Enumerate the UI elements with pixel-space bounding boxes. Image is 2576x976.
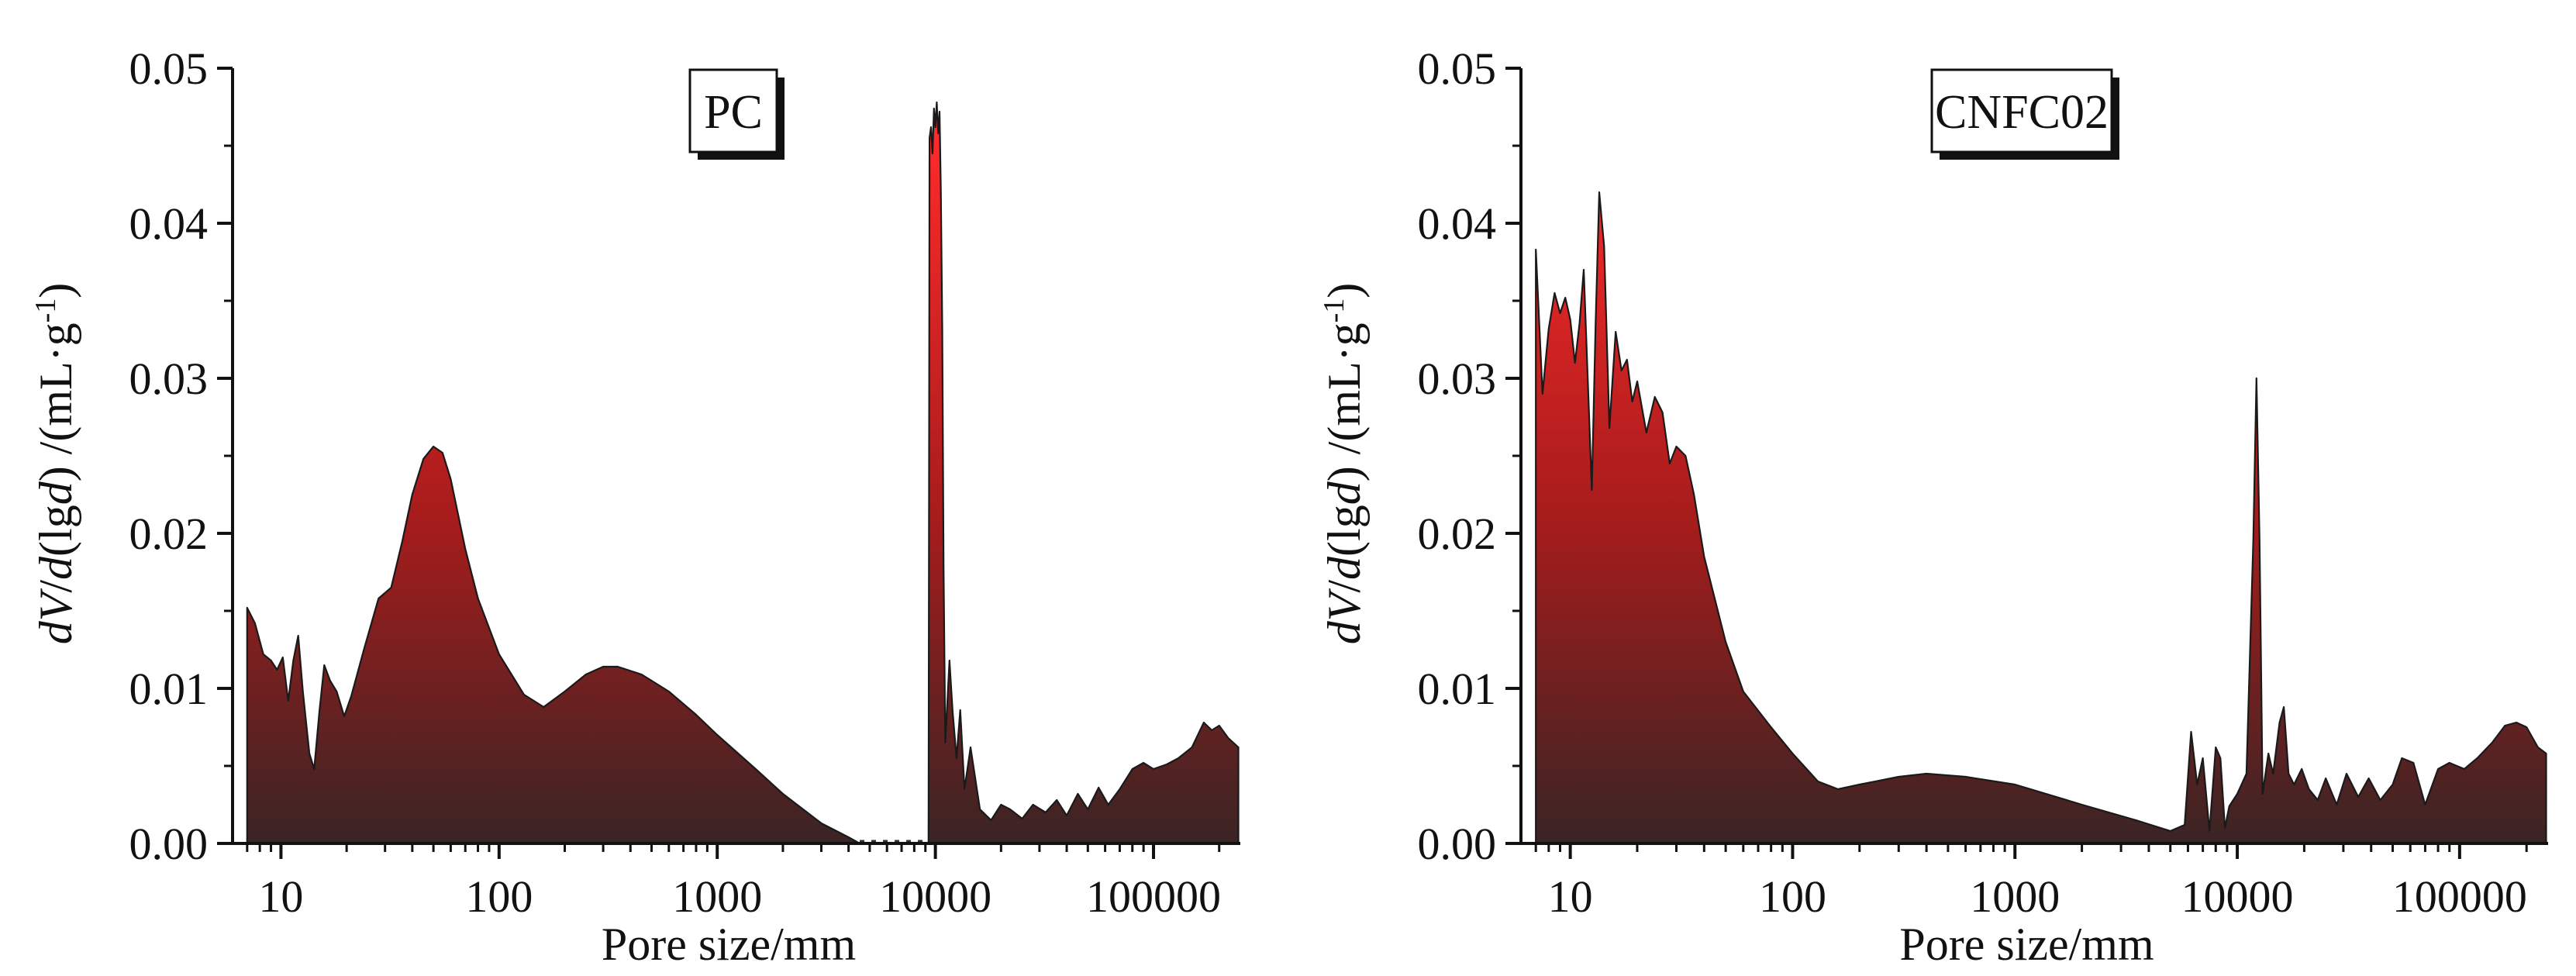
y-axis-title-part: d — [1319, 556, 1370, 580]
panel-label: CNFC02 — [1935, 86, 2109, 139]
chart-cnfc02: 0.00 0.01 0.02 0.03 0.04 0.05 10 100 1000 10000 10… — [1318, 43, 2548, 970]
y-axis-title-part: -1 — [1318, 298, 1350, 323]
y-tick-label: 0.02 — [129, 509, 209, 559]
y-axis-title-part: (lg — [1319, 505, 1370, 557]
data-area — [1535, 191, 2547, 845]
data-area — [246, 101, 1240, 845]
x-tick-label: 1000 — [1970, 871, 2060, 922]
y-axis-title-part: -1 — [29, 298, 62, 323]
y-axis-title-part: d — [30, 481, 81, 505]
y-axis-title-part: d — [30, 556, 81, 580]
y-tick-label: 0.01 — [129, 664, 209, 714]
x-tick-label: 1000 — [672, 871, 762, 922]
panel-label: PC — [704, 86, 763, 139]
x-tick-label: 10 — [1548, 871, 1593, 922]
panel-label-box — [1930, 68, 2113, 153]
x-axis-title: Pore size/mm — [1899, 919, 2154, 970]
y-axis-title-part: dV — [1319, 588, 1370, 644]
y-axis-title: dV/d(lgd) /(mL·g-1) — [29, 283, 81, 645]
x-axis-title: Pore size/mm — [602, 919, 856, 970]
y-axis-title-part: ) /(mL·g — [1319, 322, 1370, 481]
x-tick-label: 10000 — [879, 871, 991, 922]
y-tick-label: 0.03 — [1418, 353, 1497, 404]
y-tick-label: 0.03 — [129, 353, 209, 404]
y-tick-label: 0.05 — [1418, 43, 1497, 94]
y-axis-title-part: ) /(mL·g — [30, 322, 81, 481]
panel-label-box — [688, 68, 778, 153]
y-tick-label: 0.01 — [1418, 664, 1497, 714]
y-axis-title-part: d — [1319, 481, 1370, 505]
x-tick-label: 10000 — [2181, 871, 2294, 922]
x-tick-label: 100 — [465, 871, 533, 922]
chart-panel-cnfc02: 0.00 0.01 0.02 0.03 0.04 0.05 10 100 1000 10000 10… — [1288, 0, 2576, 976]
y-tick-label: 0.00 — [129, 819, 209, 869]
x-tick-label: 100000 — [1086, 871, 1221, 922]
chart-panel-pc: 0.00 0.01 0.02 0.03 0.04 0.05 10 100 1000 10000 10… — [29, 43, 1240, 970]
x-tick-label: 10 — [258, 871, 303, 922]
y-axis-title: dV/d(lgd) /(mL·g-1) — [1318, 283, 1370, 645]
y-axis-title-part: ) — [1319, 283, 1370, 298]
y-axis-title-part: dV — [30, 588, 81, 644]
y-tick-label: 0.05 — [129, 43, 209, 94]
y-axis-title-part: (lg — [30, 505, 81, 557]
chart-pc: 0.00 0.01 0.02 0.03 0.04 0.05 10 100 1000 10000 10… — [29, 43, 1240, 970]
y-axis-title-part: / — [1319, 580, 1370, 593]
y-axis-title-part: ) — [30, 283, 81, 298]
y-tick-label: 0.02 — [1418, 509, 1497, 559]
y-tick-label: 0.00 — [1418, 819, 1497, 869]
x-tick-label: 100000 — [2392, 871, 2527, 922]
y-axis-title-part: / — [30, 580, 81, 593]
y-tick-label: 0.04 — [129, 198, 209, 249]
x-tick-label: 100 — [1759, 871, 1826, 922]
y-tick-label: 0.04 — [1418, 198, 1497, 249]
